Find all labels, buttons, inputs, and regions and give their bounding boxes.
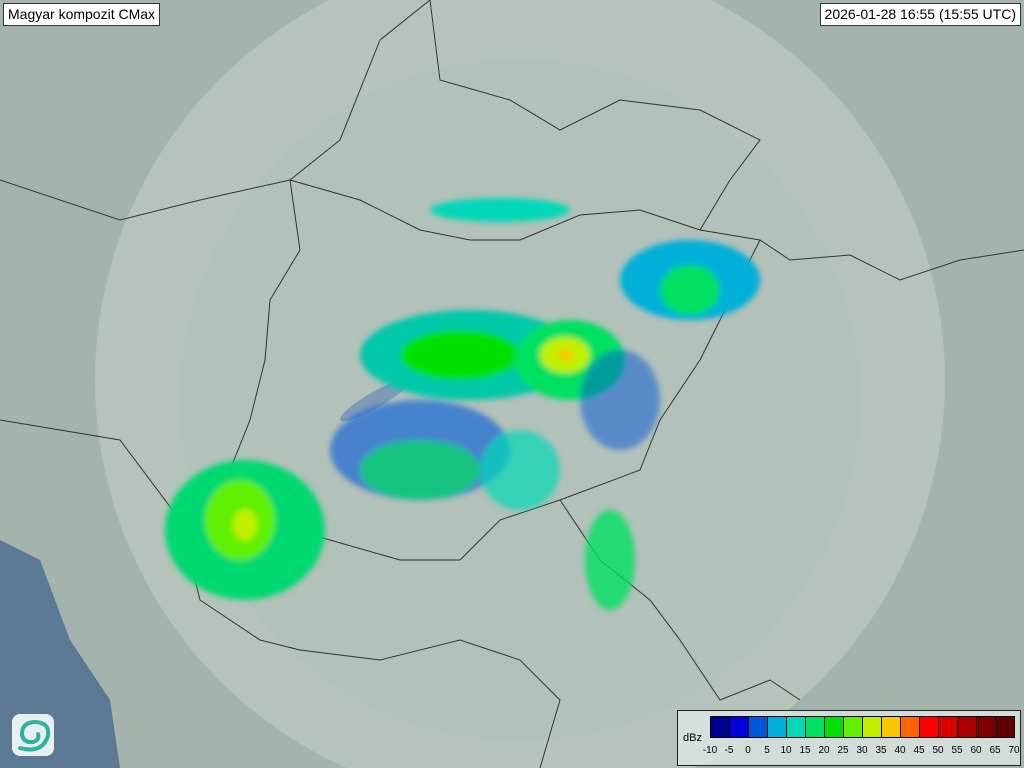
legend-swatch: [901, 717, 920, 737]
legend-tick-label: 25: [837, 745, 849, 756]
legend-unit: dBz: [683, 732, 702, 744]
legend-tick-label: 45: [913, 745, 925, 756]
legend-swatch: [825, 717, 844, 737]
dbz-legend: dBz -10 -5 0 5 10 15 20 25 30 35 40 45 50 55 60 65 70: [677, 710, 1021, 766]
swirl-logo-icon: [12, 714, 54, 756]
legend-swatches: [710, 716, 1015, 738]
legend-swatch: [806, 717, 825, 737]
legend-tick-label: 0: [745, 745, 751, 756]
lake-balaton: [340, 378, 410, 422]
adriatic-sea: [0, 540, 120, 768]
legend-swatch: [977, 717, 996, 737]
legend-swatch: [939, 717, 958, 737]
legend-tick-label: 30: [856, 745, 868, 756]
legend-tick-label: 20: [818, 745, 830, 756]
legend-swatch: [787, 717, 806, 737]
legend-swatch: [768, 717, 787, 737]
radar-range-inner: [180, 60, 860, 740]
legend-swatch: [711, 717, 730, 737]
legend-tick-label: 60: [970, 745, 982, 756]
legend-tick-label: 70: [1008, 745, 1020, 756]
product-title: Magyar kompozit CMax: [3, 3, 161, 26]
legend-tick-label: 10: [780, 745, 792, 756]
legend-swatch: [863, 717, 882, 737]
legend-tick-label: 50: [932, 745, 944, 756]
legend-tick-label: -5: [724, 745, 734, 756]
legend-swatch: [920, 717, 939, 737]
legend-ticks: -10 -5 0 5 10 15 20 25 30 35 40 45 50 55 60 65 70: [700, 745, 1020, 759]
legend-tick-label: 55: [951, 745, 963, 756]
legend-swatch: [958, 717, 977, 737]
legend-swatch: [749, 717, 768, 737]
legend-tick-label: 5: [764, 745, 770, 756]
legend-swatch: [996, 717, 1014, 737]
legend-tick-label: 65: [989, 745, 1001, 756]
precipitation-echoes: [165, 198, 760, 610]
legend-tick-label: -10: [702, 745, 718, 756]
legend-tick-label: 15: [799, 745, 811, 756]
legend-swatch: [730, 717, 749, 737]
legend-tick-label: 40: [894, 745, 906, 756]
timestamp: 2026-01-28 16:55 (15:55 UTC): [819, 3, 1021, 26]
legend-swatch: [844, 717, 863, 737]
legend-swatch: [882, 717, 901, 737]
legend-tick-label: 35: [875, 745, 887, 756]
